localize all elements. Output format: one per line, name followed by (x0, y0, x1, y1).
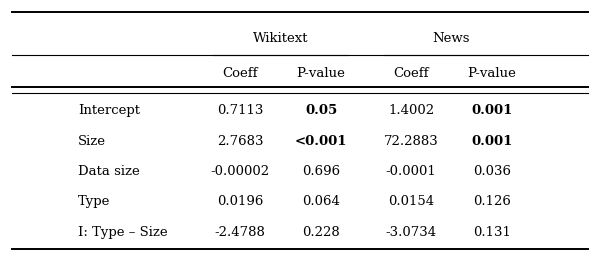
Text: 0.131: 0.131 (473, 226, 511, 239)
Text: 2.7683: 2.7683 (217, 135, 263, 148)
Text: Coeff: Coeff (393, 67, 429, 81)
Text: 0.0196: 0.0196 (217, 195, 263, 209)
Text: 72.2883: 72.2883 (383, 135, 439, 148)
Text: News: News (433, 32, 470, 45)
Text: 0.001: 0.001 (472, 135, 512, 148)
Text: P-value: P-value (296, 67, 346, 81)
Text: Data size: Data size (78, 165, 140, 178)
Text: Coeff: Coeff (222, 67, 258, 81)
Text: 0.064: 0.064 (302, 195, 340, 209)
Text: Type: Type (78, 195, 110, 209)
Text: -2.4788: -2.4788 (215, 226, 265, 239)
Text: 0.0154: 0.0154 (388, 195, 434, 209)
Text: 0.001: 0.001 (472, 104, 512, 117)
Text: <0.001: <0.001 (295, 135, 347, 148)
Text: 0.126: 0.126 (473, 195, 511, 209)
Text: 0.228: 0.228 (302, 226, 340, 239)
Text: Size: Size (78, 135, 106, 148)
Text: 0.696: 0.696 (302, 165, 340, 178)
Text: -3.0734: -3.0734 (385, 226, 437, 239)
Text: Intercept: Intercept (78, 104, 140, 117)
Text: Wikitext: Wikitext (253, 32, 308, 45)
Text: 0.036: 0.036 (473, 165, 511, 178)
Text: P-value: P-value (467, 67, 517, 81)
Text: I: Type – Size: I: Type – Size (78, 226, 167, 239)
Text: 0.05: 0.05 (305, 104, 337, 117)
Text: 1.4002: 1.4002 (388, 104, 434, 117)
Text: 0.7113: 0.7113 (217, 104, 263, 117)
Text: -0.0001: -0.0001 (386, 165, 436, 178)
Text: -0.00002: -0.00002 (211, 165, 269, 178)
